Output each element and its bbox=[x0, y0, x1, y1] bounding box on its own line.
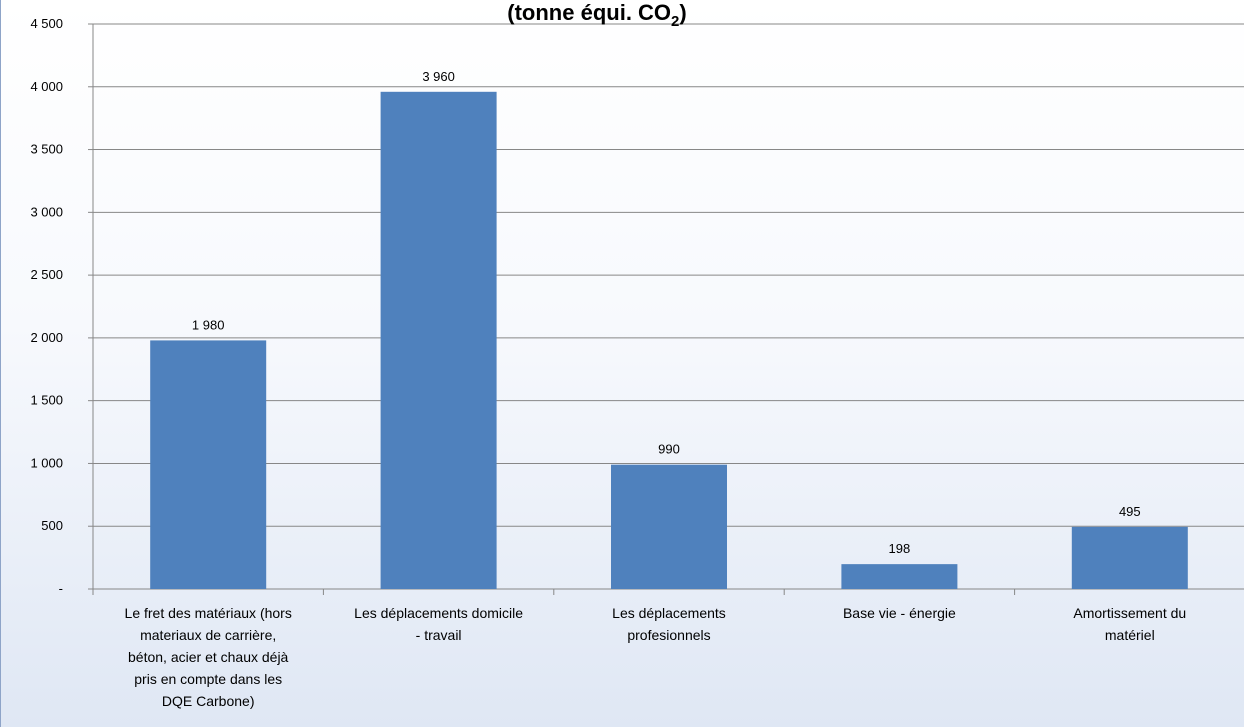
y-tick-label: 4 000 bbox=[30, 79, 63, 94]
data-label: 495 bbox=[1119, 504, 1141, 519]
y-tick-label: 3 000 bbox=[30, 204, 63, 219]
data-label: 198 bbox=[889, 541, 911, 556]
bar bbox=[611, 464, 727, 589]
data-label: 990 bbox=[658, 442, 680, 457]
category-label: Amortissement du matériel bbox=[1073, 605, 1186, 643]
y-tick-label: - bbox=[59, 581, 63, 596]
data-label: 3 960 bbox=[422, 69, 455, 84]
category-label: Les déplacements domicile - travail bbox=[354, 605, 523, 643]
y-tick-label: 2 500 bbox=[30, 267, 63, 282]
y-tick-label: 1 500 bbox=[30, 393, 63, 408]
category-labels: Le fret des matériaux (hors materiaux de … bbox=[125, 605, 1187, 709]
chart-title: (tonne équi. CO2) bbox=[507, 0, 686, 30]
category-label: Le fret des matériaux (hors materiaux de … bbox=[125, 605, 292, 709]
category-label: Base vie - énergie bbox=[843, 605, 956, 621]
y-tick-label: 2 000 bbox=[30, 330, 63, 345]
bar bbox=[380, 91, 497, 590]
category-label: Les déplacements profesionnels bbox=[612, 605, 726, 643]
y-axis-ticks: - 500 1 000 1 500 2 000 2 500 3 000 3 500 4 000 4… bbox=[30, 16, 93, 596]
bars bbox=[150, 91, 1188, 590]
y-tick-label: 4 500 bbox=[30, 16, 63, 31]
y-tick-label: 1 000 bbox=[30, 455, 63, 470]
x-axis-ticks bbox=[92, 589, 1016, 595]
data-labels: 1 980 3 960 990 198 495 bbox=[192, 69, 1141, 556]
y-tick-label: 500 bbox=[41, 518, 63, 533]
bar bbox=[1071, 526, 1188, 589]
bar bbox=[841, 564, 958, 589]
gridlines bbox=[92, 23, 1244, 595]
data-label: 1 980 bbox=[192, 317, 225, 332]
bar bbox=[150, 340, 267, 589]
y-tick-label: 3 500 bbox=[30, 142, 63, 157]
